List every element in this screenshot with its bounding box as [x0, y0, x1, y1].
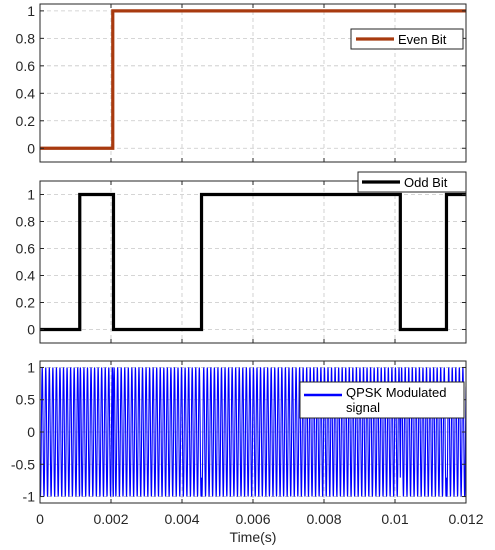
x-tick-label: 0.006 [235, 511, 270, 527]
y-tick-label: 0 [27, 322, 35, 338]
x-tick-label: 0.012 [448, 511, 483, 527]
x-tick-label: 0.004 [164, 511, 199, 527]
y-tick-label: 0.6 [16, 58, 36, 74]
grid [40, 181, 466, 343]
chart-panel-2: 0 0.2 0.4 0.6 0.8 1 Odd Bit [16, 171, 467, 344]
y-tick-label: -0.5 [11, 456, 35, 472]
chart-panel-3: -1 -0.5 0 0.5 1 0 0.002 0.004 0.006 0.008 0.01 0.01… [11, 359, 484, 545]
legend: Odd Bit [357, 171, 467, 193]
y-tick-label: 0 [27, 424, 35, 440]
y-tick-label: 1 [27, 3, 35, 19]
chart-panel-1: 0 0.2 0.4 0.6 0.8 1 Even Bit [16, 3, 467, 163]
x-tick-label: 0.01 [381, 511, 408, 527]
y-tick-label: -1 [23, 489, 36, 505]
legend-label-line2: signal [346, 400, 380, 415]
y-tick-label: 0.4 [16, 268, 36, 284]
legend-label: Odd Bit [404, 175, 448, 190]
y-tick-label: 0.8 [16, 30, 36, 46]
x-tick-label: 0.002 [93, 511, 128, 527]
legend-box [350, 28, 464, 50]
legend-label: Even Bit [398, 32, 447, 47]
legend-box [299, 381, 465, 419]
y-tick-label: 1 [27, 359, 35, 375]
y-tick-label: 1 [27, 187, 35, 203]
x-axis-label: Time(s) [230, 529, 277, 545]
x-tick-label: 0.008 [306, 511, 341, 527]
x-tick-label: 0 [36, 511, 44, 527]
y-tick-label: 0.2 [16, 113, 36, 129]
legend: Even Bit [350, 28, 464, 50]
y-tick-label: 0.6 [16, 241, 36, 257]
y-tick-label: 0 [27, 140, 35, 156]
legend-box [357, 171, 467, 193]
y-tick-label: 0.8 [16, 214, 36, 230]
y-tick-label: 0.5 [16, 392, 36, 408]
series-group [40, 192, 466, 332]
series-group [40, 9, 466, 150]
y-tick-label: 0.2 [16, 295, 36, 311]
legend-label: QPSK Modulated [346, 385, 446, 400]
series-line [40, 9, 466, 150]
series-line [40, 192, 466, 332]
y-tick-label: 0.4 [16, 85, 36, 101]
